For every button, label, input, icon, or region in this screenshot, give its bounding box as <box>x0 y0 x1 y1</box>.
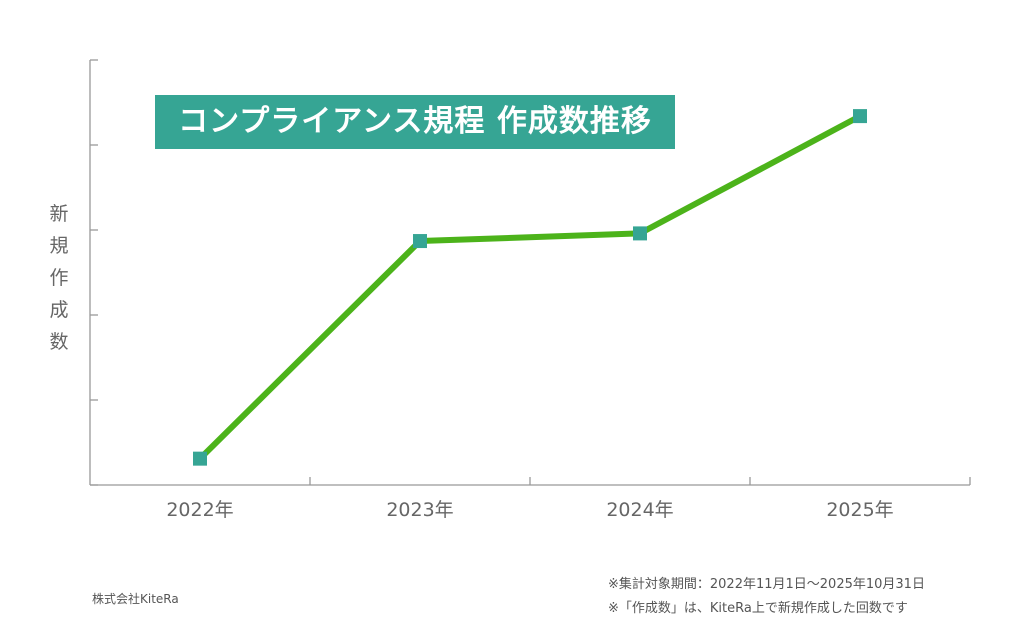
data-point <box>853 109 867 124</box>
x-tick-label: 2024年 <box>606 499 673 521</box>
x-tick-label: 2023年 <box>386 499 453 521</box>
x-tick-label: 2025年 <box>826 499 893 521</box>
data-point <box>193 451 207 466</box>
footnote-definition: ※「作成数」は、KiteRa上で新規作成した回数です <box>608 601 908 616</box>
data-point <box>413 234 427 249</box>
company-name: 株式会社KiteRa <box>92 592 179 606</box>
y-axis-label: 新規作成数 <box>49 203 69 353</box>
chart-title: コンプライアンス規程 作成数推移 <box>155 95 675 149</box>
data-point <box>633 226 647 241</box>
footnote-period: ※集計対象期間：2022年11月1日〜2025年10月31日 <box>608 577 925 592</box>
series-line <box>197 113 862 461</box>
x-tick-label: 2022年 <box>166 499 233 521</box>
